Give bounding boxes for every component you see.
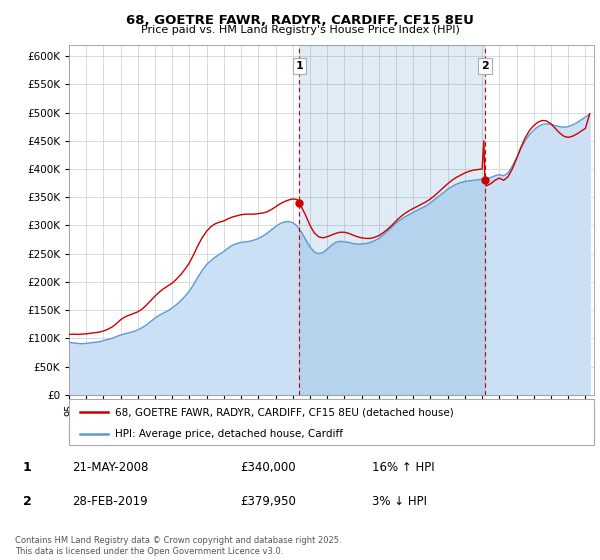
Text: 68, GOETRE FAWR, RADYR, CARDIFF, CF15 8EU (detached house): 68, GOETRE FAWR, RADYR, CARDIFF, CF15 8E… xyxy=(115,407,454,417)
Text: 16% ↑ HPI: 16% ↑ HPI xyxy=(372,461,434,474)
Text: 2: 2 xyxy=(23,494,31,508)
Text: Contains HM Land Registry data © Crown copyright and database right 2025.
This d: Contains HM Land Registry data © Crown c… xyxy=(15,536,341,556)
Bar xyxy=(299,45,485,395)
Text: 2: 2 xyxy=(481,61,489,71)
Text: 68, GOETRE FAWR, RADYR, CARDIFF, CF15 8EU: 68, GOETRE FAWR, RADYR, CARDIFF, CF15 8E… xyxy=(126,14,474,27)
Text: 28-FEB-2019: 28-FEB-2019 xyxy=(72,494,148,508)
Text: £340,000: £340,000 xyxy=(240,461,296,474)
FancyBboxPatch shape xyxy=(69,399,594,445)
Text: 3% ↓ HPI: 3% ↓ HPI xyxy=(372,494,427,508)
Text: Price paid vs. HM Land Registry's House Price Index (HPI): Price paid vs. HM Land Registry's House … xyxy=(140,25,460,35)
Text: 21-MAY-2008: 21-MAY-2008 xyxy=(72,461,148,474)
Text: 1: 1 xyxy=(23,461,31,474)
Text: £379,950: £379,950 xyxy=(240,494,296,508)
Text: 1: 1 xyxy=(296,61,304,71)
Text: HPI: Average price, detached house, Cardiff: HPI: Average price, detached house, Card… xyxy=(115,429,343,438)
